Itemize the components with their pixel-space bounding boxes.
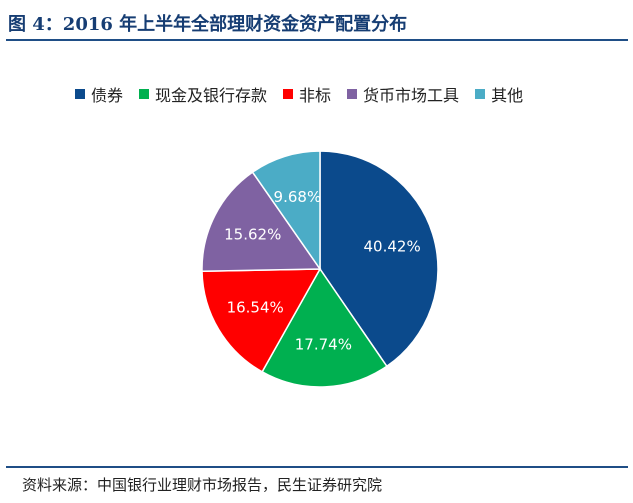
pie-slice-other bbox=[251, 150, 321, 272]
legend-swatch-cash bbox=[139, 89, 150, 99]
legend-label-other: 其他 bbox=[491, 86, 524, 105]
legend-item-bonds: 债券 bbox=[75, 82, 123, 106]
pie-slice-nonstandard bbox=[201, 268, 322, 373]
pie-slice-bonds bbox=[319, 150, 439, 368]
pie-label-nonstandard: 16.54% bbox=[227, 299, 284, 317]
legend-label-money-market: 货币市场工具 bbox=[363, 86, 460, 105]
legend-label-nonstandard: 非标 bbox=[299, 86, 332, 105]
source-note: 资料来源：中国银行业理财市场报告，民生证券研究院 bbox=[22, 476, 383, 494]
pie-label-bonds: 40.42% bbox=[364, 238, 421, 256]
pie-slice-cash bbox=[261, 267, 388, 388]
legend-swatch-nonstandard bbox=[283, 89, 294, 99]
legend-label-bonds: 债券 bbox=[91, 86, 124, 105]
chart-legend: 债券 现金及银行存款 非标 货币市场工具 其他 bbox=[75, 83, 523, 105]
source-divider bbox=[6, 466, 628, 468]
legend-swatch-other bbox=[475, 89, 486, 99]
legend-item-money-market: 货币市场工具 bbox=[347, 82, 459, 106]
pie-slice-money-market bbox=[201, 171, 322, 272]
legend-swatch-money-market bbox=[347, 89, 358, 99]
figure-title: 图 4：2016 年上半年全部理财资金资产配置分布 bbox=[8, 14, 408, 35]
title-divider bbox=[6, 39, 628, 41]
pie-label-money-market: 15.62% bbox=[224, 226, 281, 244]
legend-label-cash: 现金及银行存款 bbox=[155, 86, 268, 105]
legend-swatch-bonds bbox=[75, 89, 85, 99]
pie-label-other: 9.68% bbox=[274, 188, 322, 206]
legend-item-nonstandard: 非标 bbox=[283, 82, 331, 106]
legend-item-other: 其他 bbox=[475, 82, 523, 106]
legend-item-cash: 现金及银行存款 bbox=[139, 82, 267, 106]
pie-label-cash: 17.74% bbox=[295, 335, 352, 353]
